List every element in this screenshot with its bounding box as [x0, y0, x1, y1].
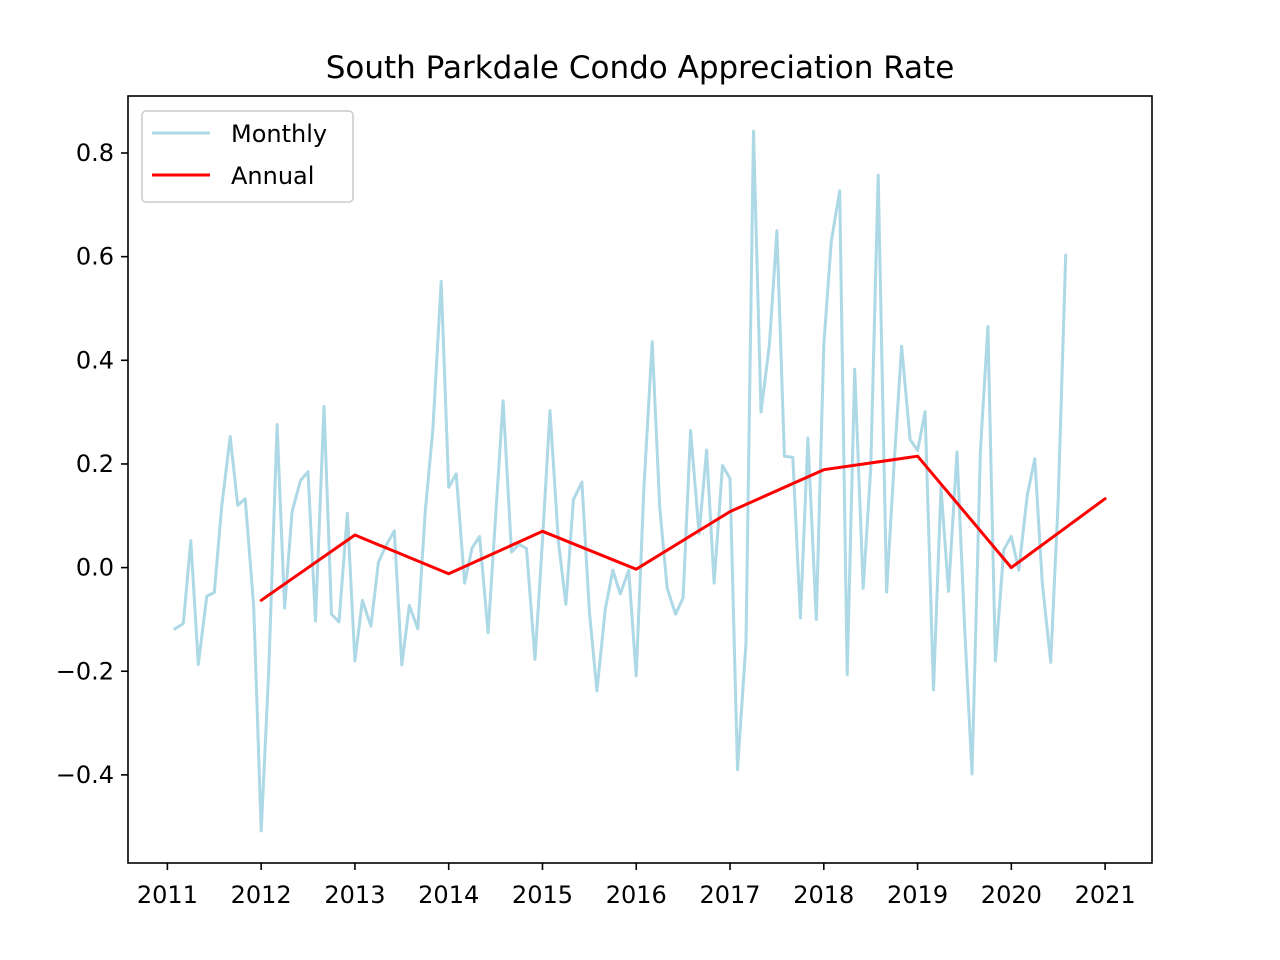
x-tick-label: 2013 — [324, 881, 385, 909]
x-tick-label: 2015 — [512, 881, 573, 909]
y-tick-label: 0.8 — [76, 139, 114, 167]
x-axis: 2011 2012 2013 2014 2015 2016 2017 2018 2019 2020… — [137, 863, 1136, 909]
series-line-monthly — [173, 129, 1068, 833]
y-axis: −0.4 −0.2 0.0 0.2 0.4 0.6 0.8 — [56, 139, 128, 789]
x-tick-label: 2017 — [699, 881, 760, 909]
x-tick-label: 2011 — [137, 881, 198, 909]
y-tick-label: 0.4 — [76, 346, 114, 374]
x-tick-label: 2016 — [606, 881, 667, 909]
x-tick-label: 2020 — [981, 881, 1042, 909]
legend-label-annual: Annual — [231, 162, 314, 190]
legend: Monthly Annual — [141, 110, 354, 203]
x-tick-label: 2021 — [1075, 881, 1136, 909]
series-layer — [173, 129, 1107, 833]
axes-frame — [127, 95, 1153, 864]
series-line-annual — [259, 454, 1107, 602]
y-tick-label: 0.0 — [76, 554, 114, 582]
y-tick-label: −0.2 — [56, 657, 114, 685]
x-tick-label: 2019 — [887, 881, 948, 909]
y-tick-label: 0.6 — [76, 243, 114, 271]
chart-title: South Parkdale Condo Appreciation Rate — [326, 50, 955, 86]
plot-area — [127, 95, 1153, 864]
x-tick-label: 2014 — [418, 881, 479, 909]
y-tick-label: 0.2 — [76, 450, 114, 478]
y-tick-label: −0.4 — [56, 761, 114, 789]
legend-label-monthly: Monthly — [231, 120, 327, 148]
x-tick-label: 2018 — [793, 881, 854, 909]
x-tick-label: 2012 — [231, 881, 292, 909]
